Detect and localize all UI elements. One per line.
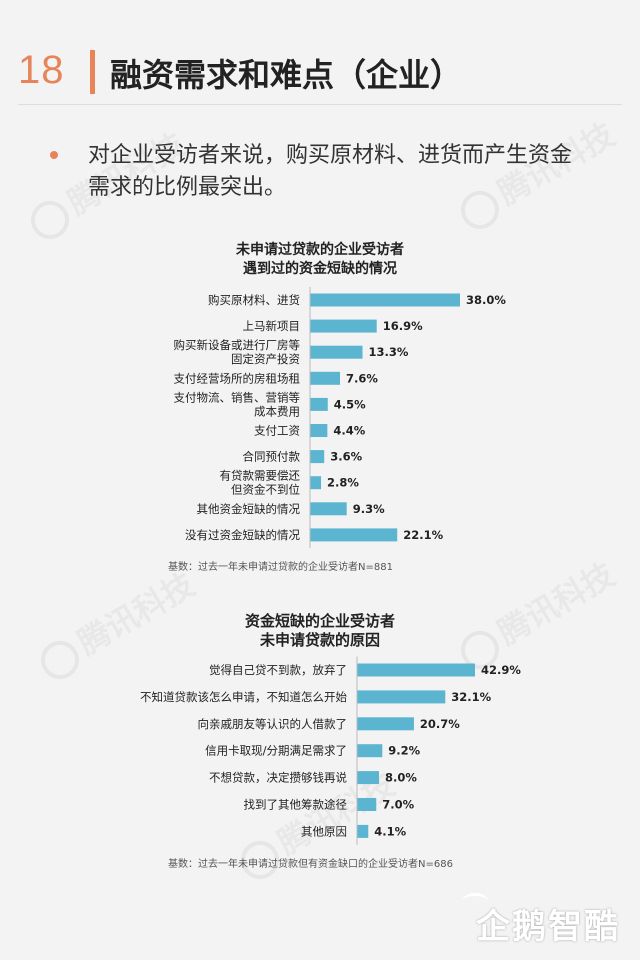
category-label: 成本费用 bbox=[254, 404, 300, 418]
bar bbox=[357, 771, 380, 785]
category-label: 有贷款需要偿还 bbox=[220, 469, 301, 483]
bar bbox=[357, 744, 383, 758]
data-label: 13.3% bbox=[369, 345, 409, 359]
bar bbox=[357, 798, 377, 811]
category-label: 固定资产投资 bbox=[231, 352, 300, 366]
category-label: 找到了其他筹款途径 bbox=[244, 798, 348, 812]
category-label: 没有过资金短缺的情况 bbox=[185, 528, 300, 542]
category-label: 向亲戚朋友等认识的人借款了 bbox=[198, 717, 348, 731]
chart-title: 遇到过的资金短缺的情况 bbox=[243, 260, 397, 277]
data-label: 8.0% bbox=[385, 771, 417, 785]
bar bbox=[310, 319, 377, 333]
category-label: 支付物流、销售、营销等 bbox=[174, 390, 301, 404]
data-label: 7.0% bbox=[382, 798, 414, 812]
data-label: 9.2% bbox=[388, 744, 420, 758]
data-label: 3.6% bbox=[330, 450, 362, 464]
category-label: 信用卡取现/分期满足需求了 bbox=[205, 744, 347, 758]
data-label: 4.5% bbox=[334, 397, 366, 411]
penguin-logo-icon bbox=[462, 893, 488, 910]
data-label: 20.7% bbox=[420, 717, 460, 731]
chart-title: 资金短缺的企业受访者 bbox=[245, 612, 395, 630]
category-label: 支付经营场所的房租场租 bbox=[174, 371, 301, 385]
data-label: 16.9% bbox=[383, 319, 423, 333]
bar bbox=[357, 690, 446, 704]
bar bbox=[310, 397, 328, 411]
bullet-dot-icon bbox=[50, 151, 58, 159]
category-label: 合同预付款 bbox=[243, 450, 301, 464]
category-label: 其他原因 bbox=[301, 824, 347, 838]
bar bbox=[310, 345, 363, 359]
category-label: 其他资金短缺的情况 bbox=[197, 502, 301, 516]
data-label: 42.9% bbox=[481, 663, 521, 677]
data-label: 38.0% bbox=[466, 293, 506, 307]
chart-title: 未申请过贷款的企业受访者 bbox=[236, 241, 404, 258]
data-label: 7.6% bbox=[346, 371, 378, 385]
base-note: 基数：过去一年未申请过贷款但有资金缺口的企业受访者N=686 bbox=[168, 857, 453, 870]
category-label: 购买原材料、进货 bbox=[208, 293, 300, 307]
footer-logo: 企鹅智酷 bbox=[476, 907, 620, 947]
data-label: 32.1% bbox=[451, 690, 491, 704]
page-title: 融资需求和难点（企业） bbox=[110, 56, 463, 94]
summary-text: 对企业受访者来说，购买原材料、进货而产生资金需求的比例最突出。 bbox=[88, 143, 573, 200]
bar bbox=[310, 450, 325, 464]
data-label: 2.8% bbox=[327, 476, 359, 490]
category-label: 但资金不到位 bbox=[231, 483, 300, 497]
chart-title: 未申请贷款的原因 bbox=[259, 631, 380, 649]
bar bbox=[357, 663, 475, 677]
base-note: 基数：过去一年未申请过贷款的企业受访者N=881 bbox=[168, 560, 393, 573]
category-label: 不知道贷款该怎么申请，不知道怎么开始 bbox=[140, 690, 347, 704]
data-label: 22.1% bbox=[403, 528, 443, 542]
category-label: 购买新设备或进行厂房等 bbox=[174, 338, 301, 352]
bar bbox=[357, 717, 414, 731]
bar bbox=[357, 824, 369, 838]
page-number: 18 bbox=[18, 48, 65, 92]
bar bbox=[310, 528, 398, 542]
category-label: 上马新项目 bbox=[243, 319, 301, 333]
data-label: 4.4% bbox=[333, 424, 365, 438]
category-label: 支付工资 bbox=[254, 424, 300, 438]
bar bbox=[310, 502, 347, 516]
category-label: 不想贷款，决定攒够钱再说 bbox=[209, 771, 347, 785]
data-label: 9.3% bbox=[353, 502, 385, 516]
data-label: 4.1% bbox=[374, 824, 406, 838]
bar bbox=[310, 476, 322, 490]
header-rule bbox=[18, 104, 622, 105]
bar bbox=[310, 424, 328, 437]
bar bbox=[310, 371, 340, 385]
bar bbox=[310, 293, 460, 307]
header-divider bbox=[90, 50, 95, 94]
page-header: 18 融资需求和难点（企业） bbox=[0, 40, 640, 104]
category-label: 觉得自己贷不到款，放弃了 bbox=[209, 663, 347, 677]
